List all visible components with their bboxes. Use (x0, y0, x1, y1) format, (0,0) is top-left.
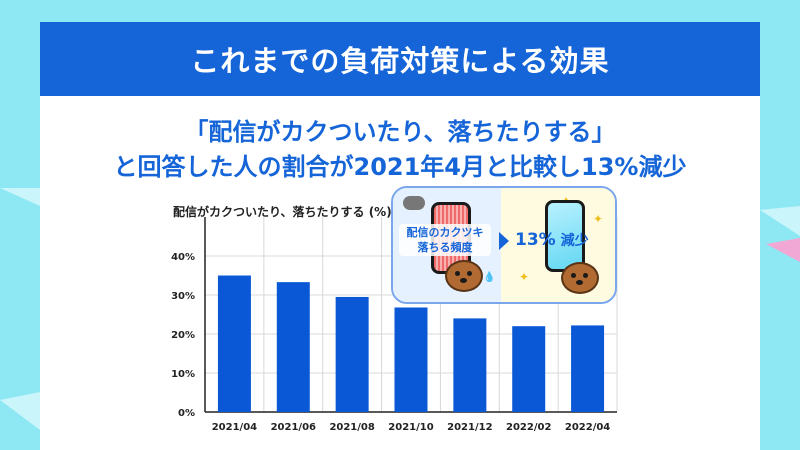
bar (453, 318, 487, 412)
headline-line-2: と回答した人の割合が2021年4月と比較し13%減少 (113, 153, 687, 181)
dog-nose-icon (460, 278, 467, 283)
smoke-cloud-icon (403, 196, 425, 210)
sad-dog-icon (445, 260, 483, 292)
bar (217, 275, 251, 412)
page-title: これまでの負荷対策による効果 (40, 22, 760, 96)
dog-nose-icon (576, 280, 583, 285)
y-tick-label: 0% (178, 408, 195, 419)
sweat-drop-icon: 💧 (483, 272, 496, 283)
bar (276, 282, 310, 412)
inset-before-panel: 配信のカクツキ 落ちる頻度 💧 (393, 188, 501, 302)
inset-before-label-line-2: 落ちる頻度 (417, 241, 473, 254)
sparkle-icon: ✦ (519, 270, 530, 284)
x-tick-label: 2021/06 (271, 422, 316, 433)
x-tick-label: 2021/08 (329, 422, 374, 433)
arrow-right-icon (499, 232, 509, 250)
x-tick-label: 2022/04 (565, 422, 610, 433)
reduction-value: 13% (515, 230, 556, 250)
x-tick-label: 2021/10 (388, 422, 433, 433)
headline-line-1: 「配信がカクついたり、落ちたりする」 (184, 118, 616, 146)
comparison-inset: 配信のカクツキ 落ちる頻度 💧 ✦ ✦ ✦ 13% 減少 (391, 186, 617, 304)
dog-eye-icon (455, 271, 460, 276)
bar (394, 307, 428, 412)
inset-before-label-line-1: 配信のカクツキ (406, 226, 484, 239)
dog-eye-icon (583, 273, 588, 278)
sparkle-icon: ✦ (593, 212, 604, 226)
bar (571, 325, 605, 412)
bar (512, 326, 546, 412)
y-tick-label: 30% (171, 291, 195, 302)
dog-eye-icon (467, 271, 472, 276)
y-tick-label: 40% (171, 252, 195, 263)
happy-dog-icon (561, 262, 599, 294)
content-card: これまでの負荷対策による効果 「配信がカクついたり、落ちたりする」 と回答した人… (40, 22, 760, 450)
chart-title: 配信がカクついたり、落ちたりする (%) (173, 205, 392, 219)
x-tick-label: 2021/12 (447, 422, 492, 433)
x-tick-label: 2022/02 (506, 422, 551, 433)
y-tick-label: 20% (171, 330, 195, 341)
inset-before-label: 配信のカクツキ 落ちる頻度 (399, 224, 491, 256)
x-tick-label: 2021/04 (212, 422, 257, 433)
dog-eye-icon (571, 273, 576, 278)
reduction-label: 減少 (560, 233, 589, 249)
y-tick-label: 10% (171, 369, 195, 380)
reduction-callout: 13% 減少 (515, 230, 589, 250)
bar (335, 296, 369, 412)
